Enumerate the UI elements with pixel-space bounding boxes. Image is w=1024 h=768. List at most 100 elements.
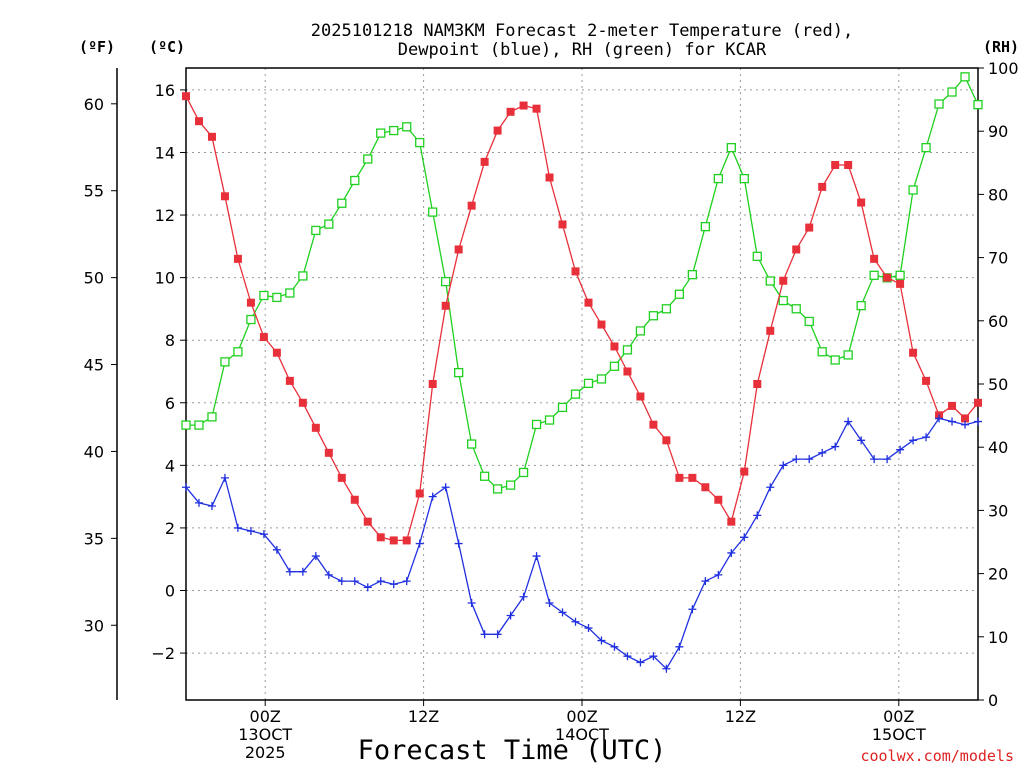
temperature-point bbox=[532, 104, 541, 113]
x-axis-label: Forecast Time (UTC) bbox=[358, 735, 667, 766]
rh-point bbox=[389, 125, 399, 136]
dewpoint-point bbox=[558, 608, 567, 617]
rh-point bbox=[272, 292, 282, 303]
temperature-point bbox=[506, 107, 515, 116]
rh-point bbox=[908, 185, 918, 195]
dewpoint-point bbox=[389, 580, 398, 589]
celsius-tick-label: 16 bbox=[155, 81, 175, 100]
temperature-point bbox=[896, 279, 905, 288]
rh-tick-label: 10 bbox=[988, 628, 1008, 647]
temperature-point bbox=[337, 473, 346, 482]
time-tick-label: 00Z bbox=[883, 707, 914, 726]
rh-tick-labels: 0 10 20 30 40 50 60 70 80 90 100 bbox=[978, 59, 1019, 710]
rh-point bbox=[181, 420, 191, 430]
temperature-point bbox=[298, 398, 307, 407]
rh-point bbox=[791, 304, 801, 314]
dewpoint-point bbox=[337, 577, 346, 586]
temperature-point bbox=[961, 414, 970, 423]
temperature-point bbox=[623, 367, 632, 376]
gridlines bbox=[186, 68, 978, 700]
time-tick-label: 00Z bbox=[566, 707, 597, 726]
temperature-point bbox=[857, 198, 866, 207]
rh-point bbox=[960, 72, 970, 82]
temperature-point bbox=[844, 160, 853, 169]
fahrenheit-tick-label: 35 bbox=[84, 529, 104, 548]
rh-tick-label: 90 bbox=[988, 122, 1008, 141]
rh-point bbox=[570, 389, 581, 399]
rh-point bbox=[402, 122, 412, 132]
series-rh bbox=[181, 72, 983, 494]
dewpoint-point bbox=[584, 624, 593, 633]
dewpoint-point bbox=[220, 473, 229, 482]
rh-point bbox=[441, 276, 451, 287]
dewpoint-point bbox=[688, 605, 697, 614]
rh-point bbox=[207, 412, 217, 422]
rh-tick-label: 0 bbox=[988, 691, 998, 710]
rh-point bbox=[531, 419, 542, 430]
chart-title-line-2: Dewpoint (blue), RH (green) for KCAR bbox=[398, 40, 767, 60]
rh-tick-label: 50 bbox=[988, 375, 1008, 394]
temperature-point bbox=[662, 436, 671, 445]
dewpoint-point bbox=[415, 539, 424, 548]
temperature-point bbox=[922, 376, 931, 385]
dewpoint-point bbox=[324, 570, 333, 579]
dewpoint-point bbox=[272, 545, 281, 554]
temperature-point bbox=[701, 483, 710, 492]
fahrenheit-tick-label: 55 bbox=[84, 182, 104, 201]
dewpoint-point bbox=[844, 417, 853, 426]
dewpoint-point bbox=[740, 533, 749, 542]
temperature-point bbox=[389, 536, 398, 545]
temperature-point bbox=[649, 420, 658, 429]
dewpoint-point bbox=[454, 539, 463, 548]
dewpoint-point bbox=[818, 448, 827, 457]
rh-point bbox=[869, 270, 879, 280]
temperature-point bbox=[441, 301, 450, 310]
time-tick-label: 14OCT bbox=[555, 725, 609, 744]
series-temperature bbox=[182, 92, 982, 545]
rh-point bbox=[752, 251, 762, 261]
temperature-point bbox=[948, 401, 957, 410]
temperature-point bbox=[870, 254, 879, 263]
dewpoint-point bbox=[194, 498, 203, 507]
chart-title-line-1: 2025101218 NAM3KM Forecast 2-meter Tempe… bbox=[311, 21, 853, 41]
dewpoint-point bbox=[727, 548, 736, 557]
rh-point bbox=[895, 270, 905, 280]
dewpoint-point bbox=[896, 445, 905, 454]
temperature-point bbox=[402, 536, 411, 545]
dewpoint-point bbox=[350, 577, 359, 586]
temperature-point bbox=[350, 495, 359, 504]
dewpoint-point bbox=[182, 483, 190, 492]
temperature-point bbox=[311, 423, 320, 432]
temperature-point bbox=[182, 92, 190, 101]
rh-point bbox=[635, 326, 646, 336]
dewpoint-point bbox=[506, 611, 515, 620]
rh-point bbox=[726, 142, 736, 153]
dewpoint-point bbox=[974, 417, 982, 426]
rh-point bbox=[596, 374, 607, 384]
rh-unit-label: (RH) bbox=[983, 38, 1019, 56]
dewpoint-point bbox=[480, 630, 489, 639]
temperature-point bbox=[220, 192, 229, 201]
rh-point bbox=[259, 290, 269, 301]
series-line bbox=[186, 75, 979, 490]
rh-point bbox=[466, 439, 477, 449]
dewpoint-point bbox=[935, 414, 944, 423]
dewpoint-point bbox=[428, 492, 437, 501]
dewpoint-point bbox=[467, 599, 476, 608]
celsius-tick-label: 2 bbox=[165, 519, 175, 538]
dewpoint-point bbox=[441, 483, 450, 492]
dewpoint-point bbox=[961, 420, 970, 429]
rh-point bbox=[674, 289, 685, 299]
rh-point bbox=[648, 311, 659, 321]
rh-point bbox=[856, 300, 866, 311]
temperature-point bbox=[818, 182, 827, 191]
temperature-point bbox=[233, 254, 242, 263]
dewpoint-point bbox=[948, 417, 957, 426]
temperature-point bbox=[688, 473, 697, 482]
dewpoint-point bbox=[597, 636, 606, 645]
rh-point bbox=[479, 471, 490, 481]
rh-point bbox=[246, 314, 256, 325]
rh-point bbox=[492, 484, 503, 494]
time-tick-label: 12Z bbox=[408, 707, 439, 726]
